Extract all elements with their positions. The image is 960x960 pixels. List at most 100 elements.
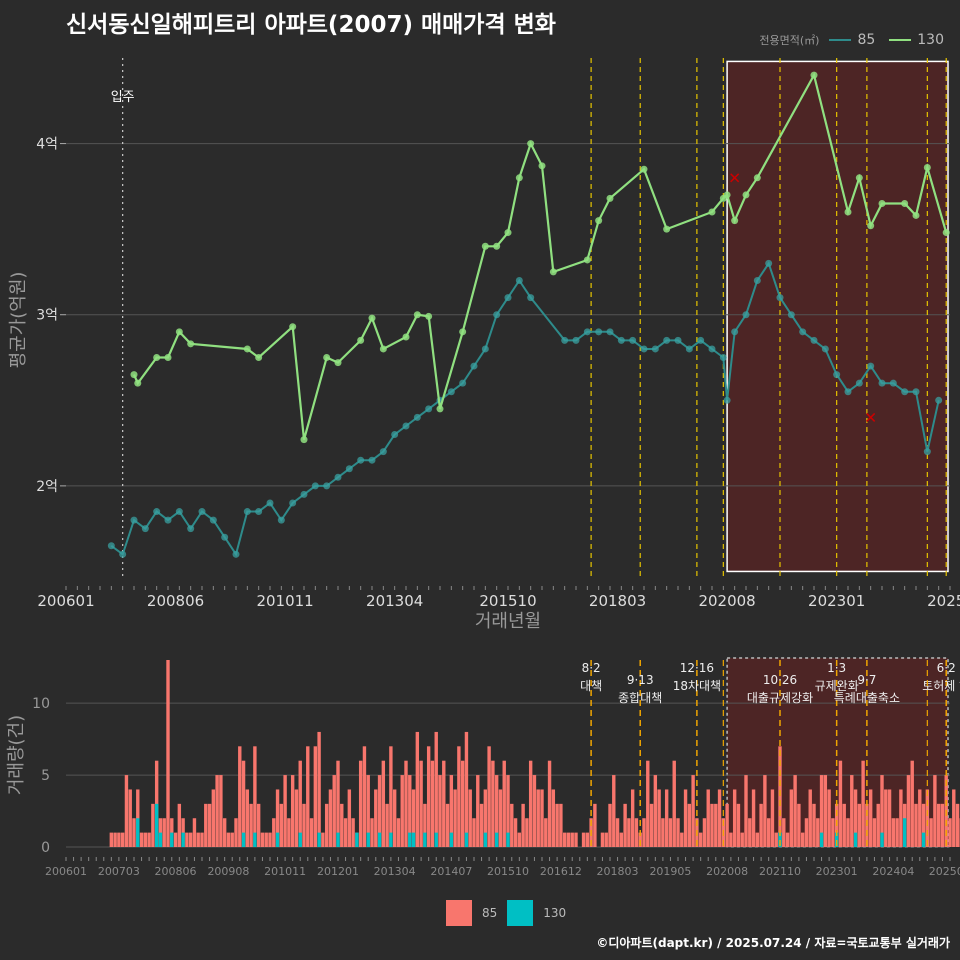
bar-85 bbox=[710, 803, 714, 847]
bar-130 bbox=[464, 832, 469, 847]
series-130-point bbox=[515, 174, 523, 182]
bar-85 bbox=[343, 818, 348, 847]
y-tick-label: 5 bbox=[41, 768, 50, 784]
series-85-point bbox=[470, 362, 478, 370]
series-85-point bbox=[561, 336, 569, 344]
x-tick-label: 201304 bbox=[374, 865, 416, 878]
x-tick-label: 202404 bbox=[872, 865, 914, 878]
bar-85 bbox=[166, 660, 170, 847]
bar-85 bbox=[819, 775, 824, 847]
bar-85 bbox=[914, 803, 918, 847]
bar-85 bbox=[585, 832, 590, 847]
bar-85 bbox=[445, 803, 450, 847]
bar-130 bbox=[408, 832, 412, 847]
series-85-point bbox=[515, 276, 523, 284]
series-85-point bbox=[719, 354, 727, 362]
bar-85 bbox=[457, 746, 461, 847]
bar-85 bbox=[630, 789, 635, 847]
bar-85 bbox=[204, 803, 208, 847]
bar-85 bbox=[842, 803, 846, 847]
series-85-point bbox=[572, 336, 580, 344]
bar-85 bbox=[619, 832, 624, 847]
bar-130 bbox=[158, 832, 163, 847]
bar-85 bbox=[162, 818, 166, 847]
series-85-point bbox=[901, 388, 909, 396]
bar-85 bbox=[785, 832, 790, 847]
series-85-point bbox=[493, 311, 501, 319]
series-85-point bbox=[266, 499, 274, 507]
y-tick-label: 2억 bbox=[36, 479, 58, 495]
policy-date-label: 8·2 bbox=[582, 661, 601, 675]
series-85-point bbox=[187, 525, 195, 533]
y-tick-label: 0 bbox=[41, 840, 50, 856]
series-85-point bbox=[413, 413, 421, 421]
bar-85 bbox=[714, 803, 718, 847]
legend-box-130 bbox=[507, 900, 534, 926]
bar-85 bbox=[872, 818, 877, 847]
series-85-point bbox=[731, 328, 739, 336]
bar-85 bbox=[464, 731, 469, 847]
series-85-point bbox=[833, 371, 841, 379]
x-tick-label: 201201 bbox=[317, 865, 359, 878]
series-130-point bbox=[323, 354, 331, 362]
x-tick-label: 201011 bbox=[264, 865, 306, 878]
series-85-point bbox=[685, 345, 693, 353]
bar-85 bbox=[812, 803, 816, 847]
bar-130 bbox=[389, 832, 393, 847]
bar-85 bbox=[861, 760, 865, 847]
bar-85 bbox=[581, 832, 586, 847]
policy-date-label: 6·2 bbox=[937, 661, 956, 675]
series-85-point bbox=[379, 448, 387, 456]
bar-85 bbox=[884, 789, 888, 847]
bar-85 bbox=[491, 760, 495, 847]
bar-85 bbox=[661, 818, 665, 847]
bar-85 bbox=[113, 832, 117, 847]
bar-85 bbox=[332, 775, 336, 847]
bar-85 bbox=[362, 746, 367, 847]
bar-130 bbox=[241, 832, 246, 847]
series-130-point bbox=[436, 405, 444, 413]
bar-85 bbox=[287, 818, 291, 847]
bar-85 bbox=[574, 832, 578, 847]
bar-130 bbox=[880, 832, 884, 847]
bar-85 bbox=[396, 818, 401, 847]
bar-85 bbox=[264, 832, 268, 847]
bar-85 bbox=[657, 789, 661, 847]
bar-85 bbox=[351, 818, 355, 847]
move-in-label: 입주 bbox=[111, 90, 135, 105]
bar-85 bbox=[627, 818, 631, 847]
bar-85 bbox=[800, 832, 805, 847]
bar-85 bbox=[528, 760, 533, 847]
series-85-point bbox=[357, 456, 365, 464]
bar-85 bbox=[664, 789, 669, 847]
series-85-point bbox=[923, 448, 931, 456]
bar-85 bbox=[306, 746, 310, 847]
bar-85 bbox=[638, 832, 642, 847]
bar-85 bbox=[600, 832, 605, 847]
bar-85 bbox=[751, 789, 756, 847]
bar-130 bbox=[483, 832, 488, 847]
bar-130 bbox=[434, 832, 438, 847]
bar-85 bbox=[717, 789, 722, 847]
series-130-point bbox=[379, 345, 387, 353]
series-130-point bbox=[606, 194, 614, 202]
series-130-point bbox=[810, 71, 818, 79]
bar-85 bbox=[290, 775, 295, 847]
series-85-point bbox=[765, 259, 773, 267]
bar-85 bbox=[827, 789, 831, 847]
bar-130 bbox=[366, 832, 370, 847]
bar-85 bbox=[755, 832, 760, 847]
series-130-point bbox=[723, 191, 731, 199]
series-130-point bbox=[300, 436, 308, 444]
series-130-point bbox=[855, 174, 863, 182]
series-85-point bbox=[527, 294, 535, 302]
policy-name-label: 규제완화 bbox=[815, 679, 859, 693]
bar-85 bbox=[472, 818, 476, 847]
series-85-point bbox=[447, 388, 455, 396]
bar-85 bbox=[952, 789, 956, 847]
series-130-point bbox=[583, 256, 591, 264]
series-130-point bbox=[663, 225, 671, 233]
x-tick-label: 202301 bbox=[816, 865, 858, 878]
series-85-point bbox=[119, 550, 127, 558]
